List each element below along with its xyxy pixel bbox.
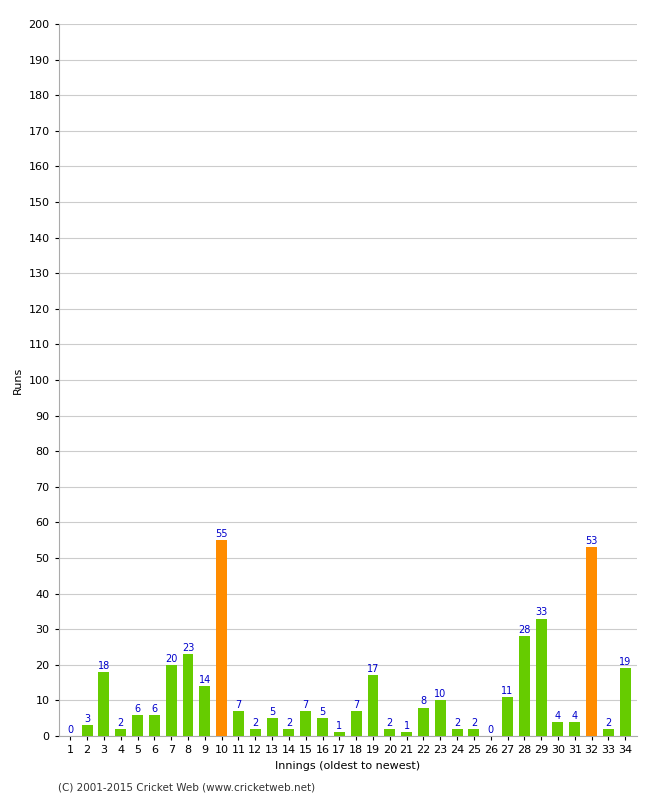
Text: 0: 0 — [488, 725, 494, 735]
Text: 7: 7 — [353, 700, 359, 710]
Bar — [384, 729, 395, 736]
Text: 18: 18 — [98, 661, 110, 671]
Text: 8: 8 — [421, 697, 426, 706]
Text: 2: 2 — [252, 718, 259, 728]
Bar — [149, 714, 160, 736]
X-axis label: Innings (oldest to newest): Innings (oldest to newest) — [275, 761, 421, 770]
Bar — [586, 547, 597, 736]
Text: 4: 4 — [555, 710, 561, 721]
Text: 1: 1 — [404, 722, 410, 731]
Bar — [216, 540, 227, 736]
Text: 6: 6 — [135, 703, 140, 714]
Bar — [317, 718, 328, 736]
Bar — [115, 729, 126, 736]
Bar — [250, 729, 261, 736]
Bar — [536, 618, 547, 736]
Bar — [98, 672, 109, 736]
Text: 0: 0 — [67, 725, 73, 735]
Text: 28: 28 — [518, 626, 530, 635]
Bar — [166, 665, 177, 736]
Text: 14: 14 — [199, 675, 211, 685]
Text: 1: 1 — [336, 722, 343, 731]
Bar — [351, 711, 361, 736]
Bar — [200, 686, 210, 736]
Bar — [300, 711, 311, 736]
Text: 7: 7 — [303, 700, 309, 710]
Bar — [519, 636, 530, 736]
Text: (C) 2001-2015 Cricket Web (www.cricketweb.net): (C) 2001-2015 Cricket Web (www.cricketwe… — [58, 782, 316, 792]
Text: 53: 53 — [586, 536, 598, 546]
Bar — [603, 729, 614, 736]
Text: 23: 23 — [182, 643, 194, 653]
Bar — [452, 729, 463, 736]
Text: 10: 10 — [434, 690, 447, 699]
Bar — [367, 675, 378, 736]
Text: 5: 5 — [319, 707, 326, 717]
Bar — [418, 707, 429, 736]
Y-axis label: Runs: Runs — [13, 366, 23, 394]
Bar — [435, 701, 446, 736]
Bar — [569, 722, 580, 736]
Bar — [183, 654, 194, 736]
Bar — [552, 722, 564, 736]
Text: 2: 2 — [471, 718, 477, 728]
Text: 17: 17 — [367, 665, 379, 674]
Text: 33: 33 — [535, 607, 547, 618]
Text: 2: 2 — [605, 718, 612, 728]
Text: 19: 19 — [619, 658, 631, 667]
Bar — [233, 711, 244, 736]
Bar — [266, 718, 278, 736]
Bar — [334, 733, 345, 736]
Text: 2: 2 — [454, 718, 460, 728]
Bar — [132, 714, 143, 736]
Bar — [82, 726, 92, 736]
Bar — [283, 729, 294, 736]
Text: 5: 5 — [269, 707, 275, 717]
Text: 3: 3 — [84, 714, 90, 724]
Text: 55: 55 — [215, 529, 228, 539]
Bar — [401, 733, 412, 736]
Bar — [502, 697, 513, 736]
Text: 2: 2 — [286, 718, 292, 728]
Text: 4: 4 — [572, 710, 578, 721]
Bar — [619, 668, 630, 736]
Text: 20: 20 — [165, 654, 177, 664]
Text: 2: 2 — [118, 718, 124, 728]
Text: 7: 7 — [235, 700, 242, 710]
Text: 6: 6 — [151, 703, 157, 714]
Text: 11: 11 — [501, 686, 514, 696]
Bar — [469, 729, 479, 736]
Text: 2: 2 — [387, 718, 393, 728]
